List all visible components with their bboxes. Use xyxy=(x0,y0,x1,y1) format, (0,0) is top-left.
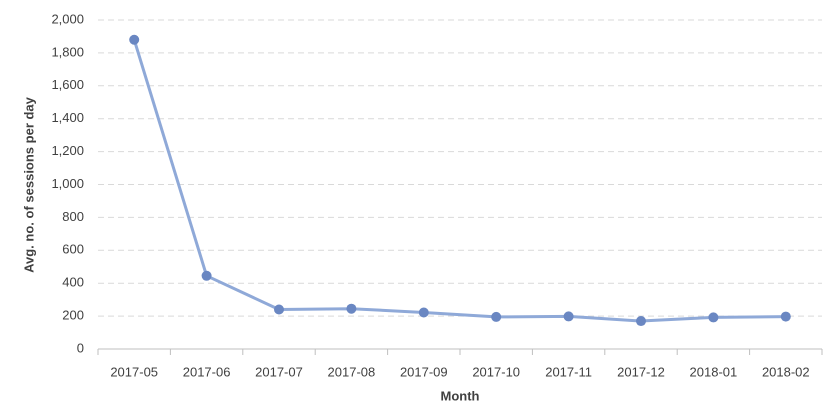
y-tick-label: 600 xyxy=(62,242,84,257)
x-tick-label: 2017-10 xyxy=(472,364,520,379)
y-tick-label: 1,600 xyxy=(51,77,84,92)
y-tick-label: 2,000 xyxy=(51,11,84,26)
x-tick-label: 2017-07 xyxy=(255,364,303,379)
marker xyxy=(274,304,284,315)
x-tick-label: 2017-11 xyxy=(545,364,592,379)
marker xyxy=(563,311,574,322)
x-axis-title: Month xyxy=(441,388,480,403)
marker xyxy=(129,34,140,45)
marker xyxy=(708,312,719,323)
marker xyxy=(346,303,357,314)
y-tick-label: 200 xyxy=(62,308,84,323)
marker xyxy=(636,316,646,327)
x-tick-label: 2018-01 xyxy=(690,364,738,379)
x-tick-label: 2017-08 xyxy=(328,364,376,379)
line xyxy=(132,39,786,323)
y-tick-label: 1,400 xyxy=(51,110,84,125)
x-tick-label: 2017-05 xyxy=(110,364,158,379)
x-tick-label: 2017-09 xyxy=(400,364,448,379)
marker xyxy=(780,311,791,322)
x-tick-label: 2017-06 xyxy=(183,364,231,379)
y-tick-label: 1,200 xyxy=(51,143,84,158)
marker xyxy=(418,307,429,318)
y-tick-label: 0 xyxy=(77,340,84,355)
x-tick-label: 2017-12 xyxy=(617,364,665,379)
marker xyxy=(491,311,502,322)
y-tick-label: 400 xyxy=(62,275,84,290)
x-tick-label: 2018-02 xyxy=(762,364,810,379)
y-tick-label: 800 xyxy=(62,209,84,224)
marker xyxy=(201,270,212,281)
y-tick-label: 1,800 xyxy=(51,44,84,59)
y-tick-label: 1,000 xyxy=(51,176,84,191)
y-axis-title: Avg. no. of sessions per day xyxy=(21,96,36,273)
